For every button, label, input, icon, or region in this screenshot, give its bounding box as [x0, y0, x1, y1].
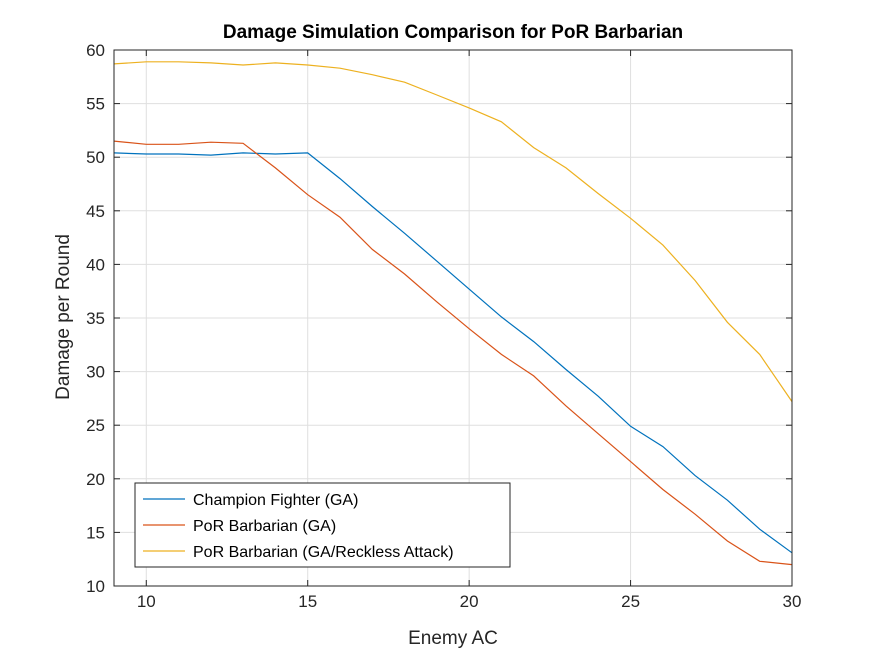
- series-line-2: [113, 140, 793, 566]
- x-tick-label: 10: [137, 592, 156, 611]
- chart-title: Damage Simulation Comparison for PoR Bar…: [223, 22, 683, 43]
- legend-entry: PoR Barbarian (GA/Reckless Attack): [193, 544, 454, 561]
- legend-box: [134, 482, 511, 568]
- y-tick-label: 40: [86, 255, 105, 274]
- y-tick-label: 25: [86, 416, 105, 435]
- y-tick-label: 50: [86, 148, 105, 167]
- x-tick-label: 15: [298, 592, 317, 611]
- y-tick-label: 35: [86, 309, 105, 328]
- series-line-1: [113, 152, 793, 554]
- x-tick-labels: 10 15 20 25 30: [137, 592, 802, 611]
- y-tick-label: 15: [86, 523, 105, 542]
- x-tick-label: 25: [621, 592, 640, 611]
- legend-entry: Champion Fighter (GA): [193, 492, 358, 509]
- y-tick-label: 10: [86, 577, 105, 596]
- x-tick-label: 20: [460, 592, 479, 611]
- legend: Champion Fighter (GA) PoR Barbarian (GA) P…: [134, 482, 511, 568]
- y-tick-labels: 10 15 20 25 30 35 40 45 50 55 60: [86, 41, 105, 596]
- y-tick-label: 45: [86, 202, 105, 221]
- series-line-3: [113, 61, 793, 402]
- tick-marks: [114, 49, 793, 587]
- y-axis-label: Damage per Round: [53, 234, 74, 400]
- legend-entry: PoR Barbarian (GA): [193, 518, 336, 535]
- y-tick-label: 20: [86, 470, 105, 489]
- x-tick-label: 30: [783, 592, 802, 611]
- series-lines: [113, 61, 793, 566]
- x-axis-label: Enemy AC: [408, 628, 498, 649]
- y-tick-label: 55: [86, 95, 105, 114]
- y-tick-label: 30: [86, 363, 105, 382]
- y-tick-label: 60: [86, 41, 105, 60]
